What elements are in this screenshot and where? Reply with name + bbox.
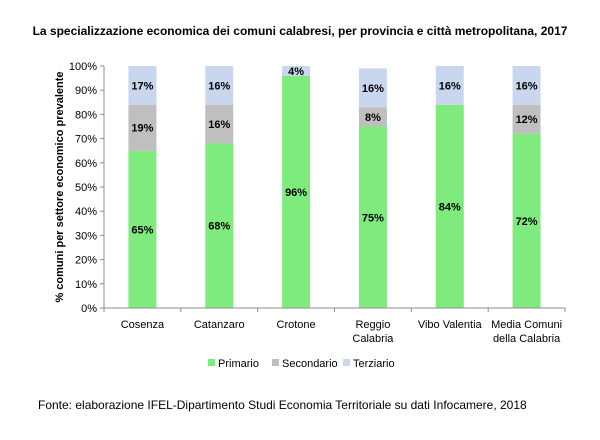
y-axis-label-group: % comuni per settore economico prevalent… (54, 71, 66, 302)
bar-segment-terziario (205, 66, 234, 105)
legend-swatch-primario (208, 359, 215, 366)
data-label: 16% (516, 80, 538, 92)
y-tick-label: 90% (75, 85, 97, 97)
bar-segment-secondario (128, 104, 157, 151)
y-tick-label: 100% (69, 61, 97, 73)
x-tick-label-line: Catanzaro (194, 319, 245, 331)
data-label: 16% (362, 83, 384, 95)
y-tick-label: 40% (75, 206, 97, 218)
bar-segment-terziario (282, 66, 311, 76)
x-tick-label: Reggio Calabria (352, 319, 394, 345)
data-label: 4% (288, 66, 304, 78)
y-tick-label: 50% (75, 182, 97, 194)
bar-segment-primario (282, 75, 311, 309)
x-tick-label-line: della Calabria (493, 333, 561, 345)
bar-segment-primario (358, 126, 387, 308)
bar-segment-terziario (128, 66, 157, 105)
x-tick-label-line: Vibo Valentia (418, 319, 483, 331)
x-tick-label-line: Cosenza (121, 319, 165, 331)
bar-segment-primario (512, 133, 541, 308)
data-label: 12% (516, 114, 538, 126)
y-tick-label: 30% (75, 230, 97, 242)
legend: Primario Secondario Terziario (208, 358, 395, 370)
data-label: 16% (208, 80, 230, 92)
data-label: 17% (131, 80, 153, 92)
data-label: 75% (362, 212, 384, 224)
data-label: 68% (208, 221, 230, 233)
bar-segment-terziario (358, 68, 387, 108)
bar-segment-primario (435, 104, 464, 308)
data-label: 19% (131, 123, 153, 135)
y-tick-label: 0% (81, 303, 97, 315)
x-axis: Cosenza Catanzaro Crotone Reggio Calabria Vib… (103, 307, 566, 345)
x-tick-label-line: Calabria (352, 333, 394, 345)
y-tick-label: 60% (75, 158, 97, 170)
legend-label-terziario: Terziario (353, 358, 395, 370)
data-label: 8% (365, 112, 381, 124)
y-tick-label: 80% (75, 109, 97, 121)
bar-segment-secondario (205, 104, 234, 144)
y-tick-label: 70% (75, 134, 97, 146)
bars: 65% 19% 17% 68% 16% 16% 96% 4% 75% 8% 16% 84% 16% 72%… (128, 66, 541, 309)
bar-segment-secondario (512, 104, 541, 134)
x-tick-label: Cosenza (121, 319, 165, 331)
chart-title: La specializzazione economica dei comuni… (32, 24, 568, 38)
data-label: 65% (131, 224, 153, 236)
data-label: 16% (208, 119, 230, 131)
source-note: Fonte: elaborazione IFEL-Dipartimento St… (38, 398, 527, 412)
bar-segment-terziario (512, 66, 541, 105)
x-tick-label-line: Reggio (355, 319, 390, 331)
legend-label-primario: Primario (218, 358, 259, 370)
x-tick-label: Catanzaro (194, 319, 245, 331)
bar-segment-primario (128, 150, 157, 308)
data-label: 96% (285, 187, 307, 199)
bar-segment-secondario (358, 107, 387, 127)
y-tick-label: 20% (75, 255, 97, 267)
legend-swatch-secondario (272, 359, 279, 366)
y-axis-label: % comuni per settore economico prevalent… (54, 71, 66, 302)
data-label: 84% (439, 201, 461, 213)
data-label: 16% (439, 80, 461, 92)
data-label: 72% (516, 216, 538, 228)
x-tick-label: Crotone (277, 319, 316, 331)
legend-label-secondario: Secondario (282, 358, 338, 370)
bar-segment-primario (205, 143, 234, 308)
x-tick-label-line: Crotone (277, 319, 316, 331)
y-axis: 0% 10% 20% 30% 40% 50% 60% 70% 80% 90% 100% (69, 61, 105, 315)
legend-swatch-terziario (343, 359, 350, 366)
x-tick-label-line: Media Comuni (491, 319, 562, 331)
x-tick-label: Media Comuni della Calabria (491, 319, 562, 345)
x-tick-label: Vibo Valentia (418, 319, 483, 331)
bar-segment-terziario (435, 66, 464, 105)
y-tick-label: 10% (75, 279, 97, 291)
